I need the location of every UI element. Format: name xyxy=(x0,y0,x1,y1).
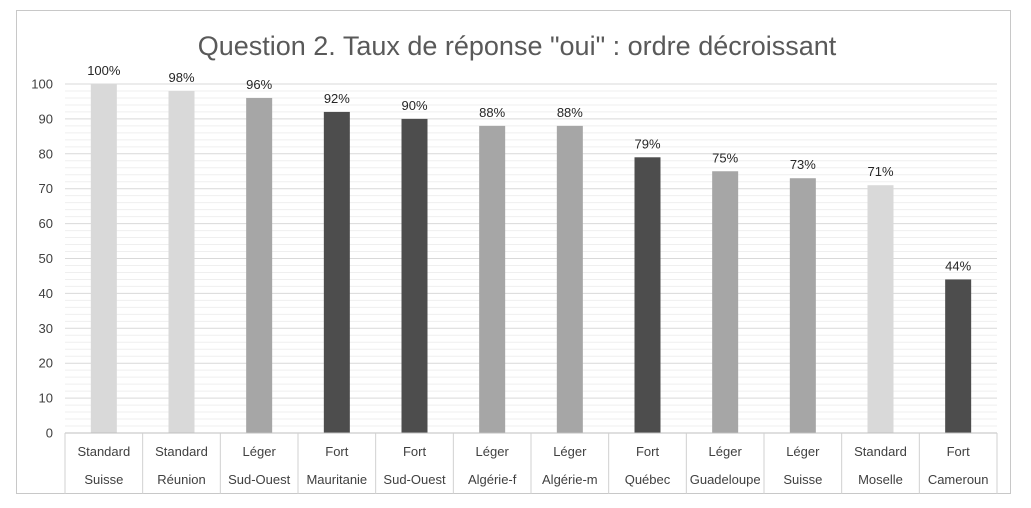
x-category-region-label: Québec xyxy=(625,472,671,487)
y-tick-label: 20 xyxy=(39,356,53,371)
y-tick-label: 30 xyxy=(39,321,53,336)
bar-leger-6 xyxy=(556,125,583,433)
x-category-region-label: Guadeloupe xyxy=(690,472,761,487)
bar-fort-7 xyxy=(634,157,661,434)
bar-fort-4 xyxy=(401,118,428,434)
data-label: 71% xyxy=(867,164,893,179)
x-category-region-label: Suisse xyxy=(783,472,822,487)
data-label: 75% xyxy=(712,150,738,165)
x-category-region-label: Sud-Ouest xyxy=(383,472,446,487)
x-category-region-label: Mauritanie xyxy=(306,472,367,487)
bar-leger-8 xyxy=(712,171,739,433)
data-label: 92% xyxy=(324,91,350,106)
x-category-level-label: Léger xyxy=(553,444,587,459)
data-label: 79% xyxy=(634,136,660,151)
y-tick-label: 10 xyxy=(39,391,53,406)
x-category-level-label: Léger xyxy=(786,444,820,459)
y-axis: 0 10 20 30 40 50 60 70 80 90 100 xyxy=(31,77,53,441)
y-tick-label: 100 xyxy=(31,77,53,92)
x-category-level-label: Fort xyxy=(636,444,660,459)
y-tick-label: 40 xyxy=(39,286,53,301)
x-category-region-label: Cameroun xyxy=(928,472,989,487)
x-category-level-label: Léger xyxy=(476,444,510,459)
data-label: 96% xyxy=(246,77,272,92)
x-axis: Standard Suisse Standard Réunion Léger Sud-Ou… xyxy=(64,432,998,494)
bar-standard-1 xyxy=(168,90,195,433)
bar-chart: Question 2. Taux de réponse "oui" : ordr… xyxy=(31,31,998,494)
bar-leger-9 xyxy=(789,178,816,433)
x-category-level-label: Standard xyxy=(155,444,208,459)
bar-leger-5 xyxy=(479,125,506,433)
y-tick-label: 90 xyxy=(39,111,53,126)
y-tick-label: 70 xyxy=(39,181,53,196)
bar-standard-0 xyxy=(90,84,117,433)
bars xyxy=(90,84,972,434)
data-label: 100% xyxy=(87,63,121,78)
x-category-region-label: Suisse xyxy=(84,472,123,487)
data-label: 44% xyxy=(945,258,971,273)
x-category-region-label: Algérie-m xyxy=(542,472,598,487)
bar-standard-10 xyxy=(867,185,894,433)
bar-fort-3 xyxy=(323,111,350,434)
y-tick-label: 50 xyxy=(39,251,53,266)
x-category-level-label: Fort xyxy=(403,444,427,459)
x-category-region-label: Sud-Ouest xyxy=(228,472,291,487)
x-category-level-label: Standard xyxy=(77,444,130,459)
data-label: 88% xyxy=(479,105,505,120)
data-label: 88% xyxy=(557,105,583,120)
x-category-region-label: Réunion xyxy=(157,472,205,487)
x-category-level-label: Standard xyxy=(854,444,907,459)
bar-fort-11 xyxy=(945,279,972,433)
chart-title: Question 2. Taux de réponse "oui" : ordr… xyxy=(198,31,837,61)
chart-frame: Question 2. Taux de réponse "oui" : ordr… xyxy=(16,10,1011,494)
y-tick-label: 80 xyxy=(39,146,53,161)
x-category-level-label: Fort xyxy=(947,444,971,459)
x-category-region-label: Moselle xyxy=(858,472,903,487)
data-label: 90% xyxy=(401,98,427,113)
gridlines xyxy=(65,83,997,427)
x-category-region-label: Algérie-f xyxy=(468,472,517,487)
data-label: 73% xyxy=(790,157,816,172)
data-label: 98% xyxy=(168,70,194,85)
x-category-level-label: Léger xyxy=(709,444,743,459)
data-labels: 100% 98% 96% 92% 90% 88% 88% 79% 75% 73% 71% 44% xyxy=(87,63,971,273)
x-category-level-label: Fort xyxy=(325,444,349,459)
x-category-level-label: Léger xyxy=(243,444,277,459)
y-tick-label: 60 xyxy=(39,216,53,231)
y-tick-label: 0 xyxy=(46,426,53,441)
bar-leger-2 xyxy=(246,97,273,434)
